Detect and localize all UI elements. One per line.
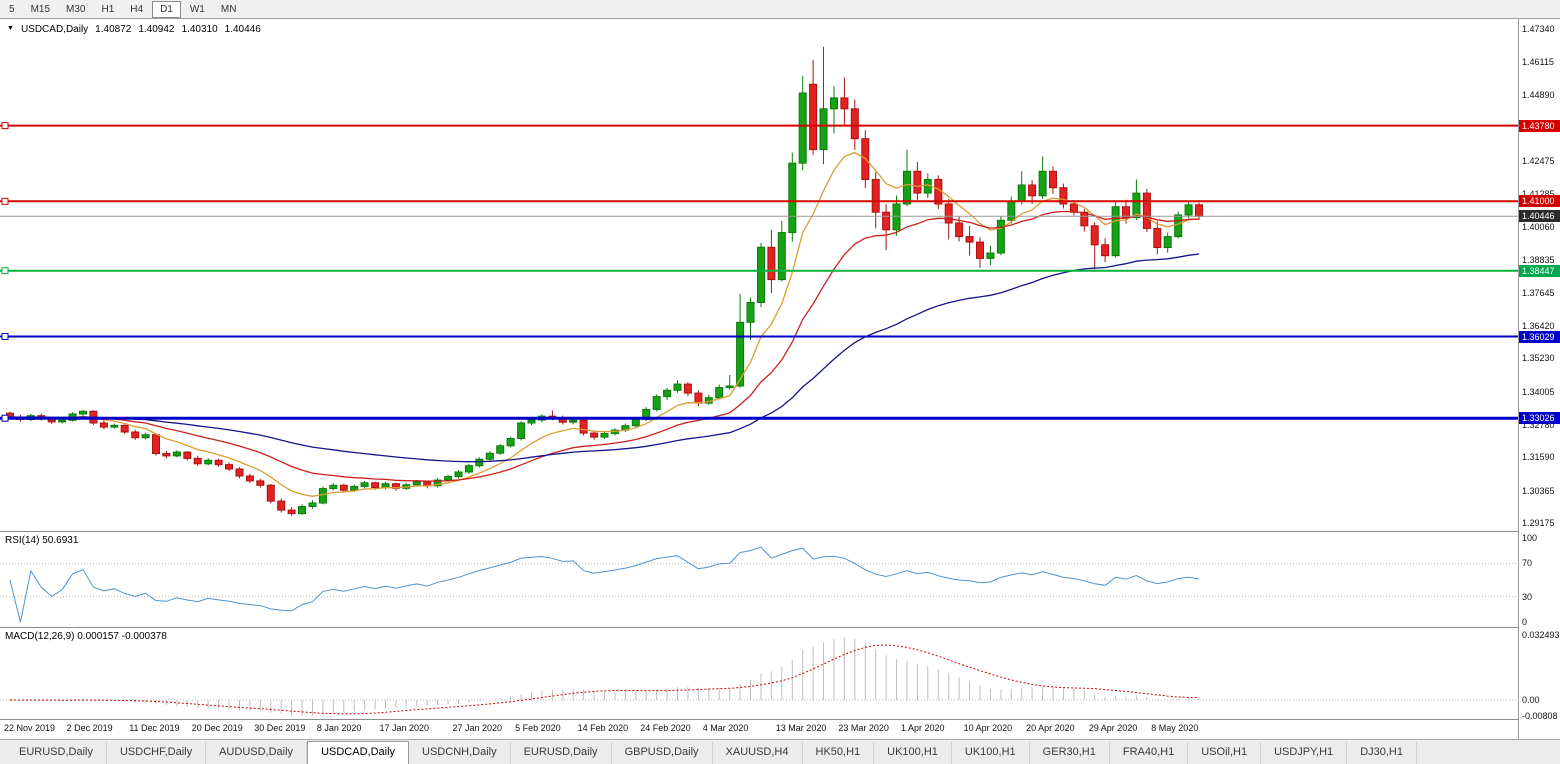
date-label: 2 Dec 2019	[66, 723, 113, 733]
chart-tab[interactable]: GBPUSD,Daily	[612, 742, 713, 764]
price-axis-label: 1.47340	[1522, 23, 1555, 34]
timeframe-button-5[interactable]: 5	[9, 3, 15, 15]
chart-window: ▼ USDCAD,Daily 1.40872 1.40942 1.40310 1…	[0, 19, 1560, 739]
price-badge: 1.41000	[1519, 195, 1560, 208]
price-badge: 1.33026	[1519, 412, 1560, 425]
timeframe-button-h1[interactable]: H1	[101, 3, 115, 15]
timeframe-button-mn[interactable]: MN	[220, 3, 237, 15]
price-axis-label: 1.46115	[1522, 57, 1554, 68]
chart-tab[interactable]: AUDUSD,Daily	[206, 742, 308, 764]
price-badge: 1.43780	[1519, 119, 1560, 132]
chart-tab[interactable]: USDCHF,Daily	[107, 742, 207, 764]
ohlc-low: 1.40310	[181, 24, 218, 35]
price-badge: 1.36029	[1519, 330, 1560, 343]
price-axis-label: 1.40060	[1522, 221, 1555, 232]
date-label: 20 Dec 2019	[191, 723, 243, 733]
price-axis-label: 1.30365	[1522, 485, 1555, 496]
timeframe-toolbar: 5 M15 M30 H1 H4 D1 W1 MN	[0, 0, 1560, 19]
chart-tab[interactable]: UK100,H1	[874, 742, 952, 764]
macd-panel-canvas[interactable]	[0, 628, 1518, 719]
rsi-indicator-label: RSI(14) 50.6931	[5, 535, 79, 546]
date-label: 13 Mar 2020	[775, 723, 827, 733]
price-axis-label: 1.38835	[1522, 255, 1555, 266]
price-axis-label: 1.44890	[1522, 90, 1555, 101]
ohlc-high: 1.40942	[138, 24, 175, 35]
timeframe-button-h4[interactable]: H4	[130, 3, 144, 15]
price-axis-label: 1.41285	[1522, 188, 1555, 199]
price-axis-label: 1.37645	[1522, 287, 1555, 298]
chart-tab[interactable]: EURUSD,Daily	[6, 742, 107, 764]
price-axis-label: 1.29175	[1522, 518, 1555, 528]
panel-resize-handle[interactable]	[0, 719, 1560, 720]
date-label: 29 Apr 2020	[1088, 723, 1138, 733]
date-label: 22 Nov 2019	[4, 723, 56, 733]
ohlc-open: 1.40872	[95, 24, 132, 35]
price-axis-label: 1.35230	[1522, 353, 1555, 364]
date-label: 20 Apr 2020	[1026, 723, 1075, 733]
ohlc-close: 1.40446	[224, 24, 261, 35]
date-label: 24 Feb 2020	[640, 723, 691, 733]
chart-ohlc-readout: ▼ USDCAD,Daily 1.40872 1.40942 1.40310 1…	[7, 24, 261, 35]
macd-indicator-label: MACD(12,26,9) 0.000157 -0.000378	[5, 631, 167, 642]
rsi-axis-label: 0	[1522, 617, 1528, 627]
date-label: 1 Apr 2020	[901, 723, 945, 733]
price-badge: 1.38447	[1519, 264, 1560, 277]
timeframe-button-m30[interactable]: M30	[66, 3, 86, 15]
timeframe-button-d1[interactable]: D1	[152, 0, 181, 18]
date-label: 10 Apr 2020	[963, 723, 1013, 733]
chart-tab[interactable]: USDCNH,Daily	[409, 742, 511, 764]
date-label: 4 Mar 2020	[702, 723, 749, 733]
rsi-panel-canvas[interactable]	[0, 532, 1518, 627]
chart-tab[interactable]: USDJPY,H1	[1261, 742, 1348, 764]
date-label: 23 Mar 2020	[838, 723, 889, 733]
chart-tab[interactable]: EURUSD,Daily	[511, 742, 612, 764]
chart-tab[interactable]: USDCAD,Daily	[307, 741, 410, 764]
date-label: 27 Jan 2020	[452, 723, 503, 733]
chart-tab[interactable]: GER30,H1	[1030, 742, 1110, 764]
price-axis[interactable]: 1.47340 1.46115 1.44890 1.42475 1.41285 1.400…	[1518, 19, 1560, 739]
price-axis-label: 1.34005	[1522, 386, 1555, 397]
rsi-axis-label: 30	[1522, 591, 1533, 602]
price-axis-label: 1.42475	[1522, 156, 1555, 167]
chart-tab[interactable]: FRA40,H1	[1110, 742, 1189, 764]
price-axis-label: 1.31590	[1522, 452, 1555, 463]
chart-tabs-bar: EURUSD,Daily USDCHF,Daily AUDUSD,Daily USDC…	[0, 739, 1560, 764]
date-label: 5 Feb 2020	[515, 723, 561, 733]
time-axis[interactable]: 22 Nov 2019 2 Dec 2019 11 Dec 2019 20 Dec 2…	[0, 720, 1518, 739]
panel-resize-handle[interactable]	[0, 531, 1560, 532]
rsi-axis-label: 70	[1522, 558, 1533, 569]
timeframe-button-w1[interactable]: W1	[189, 3, 205, 15]
price-axis-label: 1.32780	[1522, 419, 1555, 430]
macd-axis-label: 0.032493	[1522, 630, 1560, 640]
chart-tab[interactable]: XAUUSD,H4	[713, 742, 803, 764]
chart-symbol-label: USDCAD,Daily	[20, 24, 89, 35]
date-label: 30 Dec 2019	[254, 723, 306, 733]
chart-tab[interactable]: DJ30,H1	[1347, 742, 1417, 764]
macd-axis-label: 0.00	[1522, 695, 1540, 705]
chart-tab[interactable]: HK50,H1	[803, 742, 875, 764]
timeframe-button-m15[interactable]: M15	[30, 3, 51, 15]
chart-tab[interactable]: UK100,H1	[952, 742, 1030, 764]
date-label: 14 Feb 2020	[577, 723, 629, 733]
rsi-axis-label: 100	[1522, 533, 1538, 543]
main-chart-canvas[interactable]	[0, 19, 1518, 531]
panel-resize-handle[interactable]	[0, 627, 1560, 628]
date-label: 11 Dec 2019	[129, 723, 180, 733]
price-axis-label: 1.36420	[1522, 320, 1555, 331]
macd-axis-label: -0.00808	[1522, 711, 1558, 722]
date-label: 8 May 2020	[1151, 723, 1199, 733]
chart-tab[interactable]: USOil,H1	[1188, 742, 1262, 764]
price-badge: 1.40446	[1519, 210, 1560, 223]
date-label: 8 Jan 2020	[316, 723, 362, 733]
date-label: 17 Jan 2020	[379, 723, 430, 733]
symbol-dropdown-icon[interactable]: ▼	[7, 25, 14, 32]
